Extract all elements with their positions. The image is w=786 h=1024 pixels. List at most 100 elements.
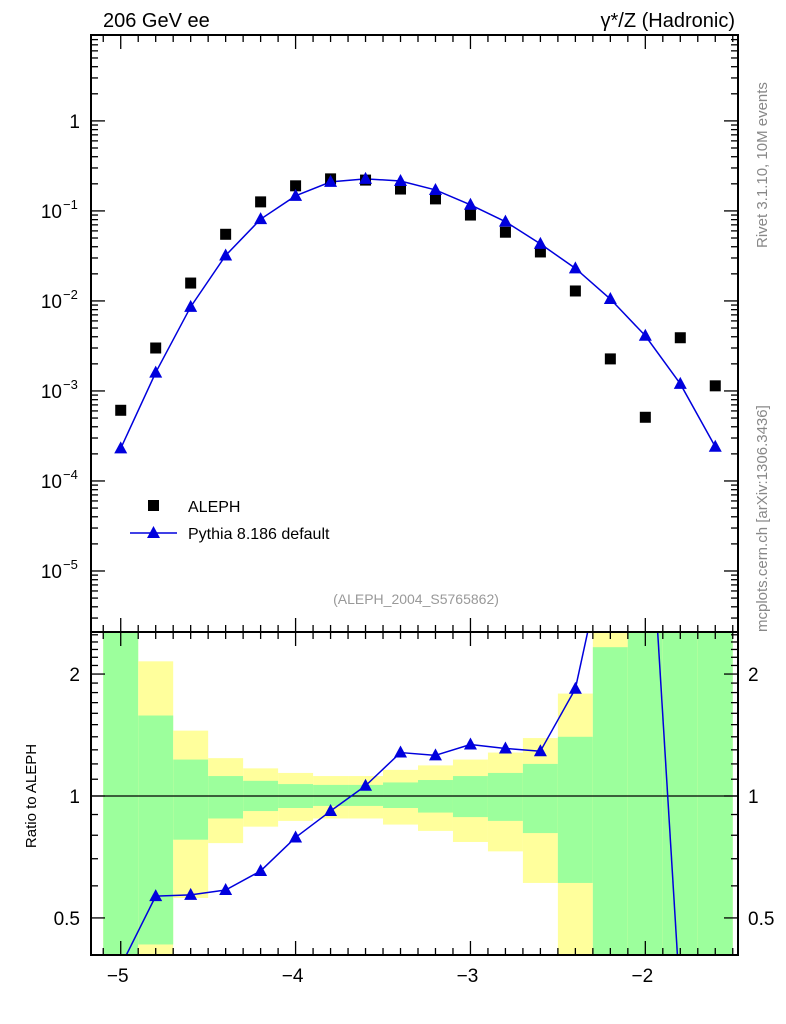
band-inner-bin	[103, 632, 139, 955]
analysis-id: (ALEPH_2004_S5765862)	[333, 591, 499, 607]
ratio-point	[149, 889, 163, 902]
band-inner-bin	[697, 632, 733, 955]
y-tick-label: 1	[69, 112, 80, 133]
ratio-line-segment	[365, 752, 402, 787]
band-inner-bin	[557, 736, 593, 883]
aleph-point	[464, 209, 476, 221]
pythia-point	[463, 197, 477, 210]
pythia-point	[359, 171, 373, 184]
ratio-frame	[90, 631, 739, 956]
legend-marker-pythia	[147, 526, 160, 538]
ratio-line-segment	[539, 688, 577, 752]
x-tick-label: −4	[282, 966, 304, 987]
ratio-line-segment	[125, 895, 157, 955]
y-tick-label: 10	[41, 382, 62, 403]
pythia-point	[114, 441, 128, 454]
aleph-point	[290, 180, 302, 192]
right-title: γ*/Z (Hadronic)	[601, 10, 735, 32]
ratio-line-segment	[656, 632, 679, 955]
ratio-y-tick-label-left: 1	[69, 787, 80, 808]
aleph-point	[429, 193, 441, 205]
ratio-point	[254, 863, 268, 876]
ratio-point	[533, 744, 547, 757]
aleph-point	[185, 277, 197, 289]
pythia-point	[428, 182, 442, 195]
ratio-line-segment	[155, 894, 191, 897]
ratio-line-segment	[470, 743, 506, 750]
aleph-point	[115, 404, 127, 416]
aleph-point	[569, 285, 581, 297]
band-inner-bin	[627, 632, 663, 955]
ratio-point	[219, 883, 233, 896]
band-inner-bin	[208, 776, 244, 819]
band-inner-bin	[592, 647, 628, 955]
main-plot-marks	[114, 171, 722, 454]
aleph-point	[499, 226, 511, 238]
ratio-point	[568, 681, 582, 694]
pythia-point	[568, 261, 582, 274]
y-tick-label-exponent: −2	[63, 287, 78, 302]
aleph-point	[604, 353, 616, 365]
band-inner-bin	[383, 782, 418, 809]
legend-label-pythia: Pythia 8.186 default	[188, 526, 330, 543]
ratio-point	[359, 778, 373, 791]
ratio-line-segment	[574, 632, 589, 689]
pythia-point	[324, 174, 338, 187]
ratio-point	[463, 737, 477, 750]
band-inner-bin	[487, 772, 523, 821]
pythia-point	[708, 439, 722, 452]
pythia-point	[149, 365, 163, 378]
legend: ALEPH Pythia 8.186 default	[130, 499, 330, 543]
y-tick-label-exponent: −4	[63, 467, 78, 482]
ratio-line-segment	[505, 747, 541, 752]
ratio-line-segment	[190, 889, 226, 896]
band-inner-bin	[522, 763, 558, 834]
pythia-point	[289, 188, 303, 201]
ratio-y-tick-label-right: 2	[748, 665, 759, 686]
ratio-y-tick-label-left: 2	[69, 665, 80, 686]
y-tick-label-exponent: −1	[63, 197, 78, 212]
x-tick-label: −3	[457, 966, 479, 987]
aleph-point	[639, 411, 651, 423]
ratio-line-segment	[435, 743, 471, 757]
pythia-point	[533, 236, 547, 249]
y-tick-label: 10	[41, 202, 62, 223]
pythia-line	[120, 178, 716, 449]
side-text-mcplots: mcplots.cern.ch [arXiv:1306.3436]	[754, 405, 771, 632]
aleph-point	[220, 228, 232, 240]
aleph-point	[395, 183, 407, 195]
ratio-line-segment	[400, 751, 436, 757]
ratio-plot-marks	[125, 632, 679, 955]
legend-label-aleph: ALEPH	[188, 499, 240, 516]
pythia-point	[673, 376, 687, 389]
aleph-point	[255, 196, 267, 208]
y-tick-label: 10	[41, 562, 62, 583]
ratio-line-segment	[225, 870, 261, 891]
aleph-point	[150, 342, 162, 354]
ratio-y-tick-label-right: 1	[748, 787, 759, 808]
left-title: 206 GeV ee	[103, 10, 210, 32]
y-tick-label-exponent: −3	[63, 377, 78, 392]
ratio-bands	[91, 632, 738, 955]
ratio-y-tick-label-right: 0.5	[748, 909, 774, 930]
y-tick-label: 10	[41, 292, 62, 313]
y-tick-label-exponent: −5	[63, 557, 78, 572]
ratio-point	[394, 745, 408, 758]
pythia-point	[394, 173, 408, 186]
x-tick-label: −2	[631, 966, 653, 987]
ratio-line-segment	[260, 836, 297, 872]
band-inner-bin	[173, 759, 209, 840]
x-tick-label: −5	[107, 966, 129, 987]
y-tick-label: 10	[41, 472, 62, 493]
ratio-point	[184, 887, 198, 900]
band-inner-bin	[662, 632, 698, 955]
pythia-point	[254, 212, 268, 225]
ratio-y-tick-label-left: 0.5	[54, 909, 80, 930]
ratio-point	[428, 748, 442, 761]
ratio-point	[324, 804, 338, 817]
pythia-point	[219, 248, 233, 261]
ratio-point	[289, 830, 303, 843]
tick-labels: 110 −110 −210 −310 −410 −52 21 10.5 0.5−5 −4 −3 −2	[41, 112, 775, 987]
ratio-ylabel: Ratio to ALEPH	[23, 744, 40, 848]
